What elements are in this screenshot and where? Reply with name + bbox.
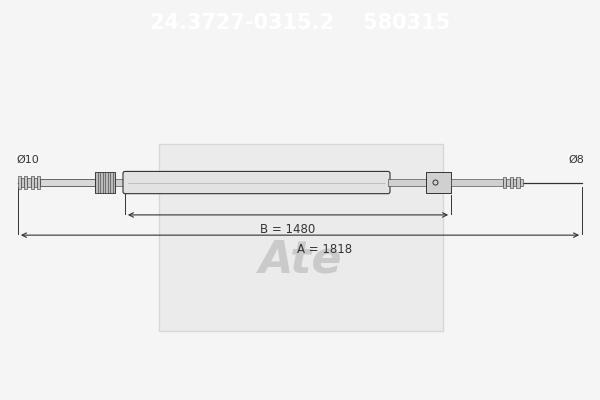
Bar (40, 179, 95, 186)
Bar (503, 177, 506, 188)
Bar (513, 179, 517, 186)
Text: Ø8: Ø8 (568, 154, 584, 164)
Bar (95, 172, 115, 193)
Bar (18, 176, 21, 189)
Bar (24, 176, 28, 189)
Text: Ø10: Ø10 (16, 154, 39, 164)
FancyBboxPatch shape (123, 172, 390, 194)
Text: 24.3727-0315.2    580315: 24.3727-0315.2 580315 (150, 13, 450, 33)
Bar (426, 172, 451, 193)
Text: B = 1480: B = 1480 (260, 223, 316, 236)
Bar (388, 179, 426, 186)
Bar (37, 176, 40, 189)
Bar (159, 144, 443, 331)
Bar (115, 179, 125, 186)
Bar (31, 176, 34, 189)
Bar (506, 179, 509, 186)
Bar (517, 177, 520, 188)
Bar (34, 178, 37, 186)
Text: Ate: Ate (259, 239, 343, 282)
Text: A = 1818: A = 1818 (298, 243, 353, 256)
Bar (509, 177, 513, 188)
Bar (28, 178, 31, 186)
Bar (520, 179, 523, 186)
Bar (21, 178, 24, 186)
Bar (451, 179, 503, 186)
